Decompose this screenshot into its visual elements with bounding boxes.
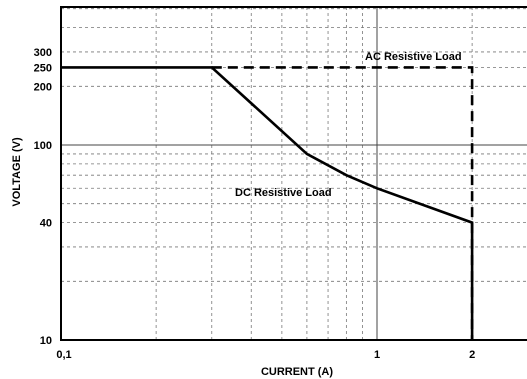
y-tick-label: 250 — [34, 62, 52, 74]
series-line-dc-resistive-load — [61, 66, 474, 340]
y-axis-title: VOLTAGE (V) — [11, 137, 23, 207]
x-tick-label: 0,1 — [56, 349, 71, 361]
y-tick-labels: 10 40 100 200 250 300 — [34, 47, 52, 347]
y-tick-label: 40 — [40, 218, 52, 230]
x-tick-label: 1 — [374, 349, 380, 361]
y-tick-label: 300 — [34, 47, 52, 59]
x-tick-labels: 0,1 1 2 — [56, 349, 475, 361]
y-tick-label: 200 — [34, 81, 52, 93]
plot-frame — [60, 6, 527, 341]
series-layer — [61, 66, 474, 340]
ac-resistive-load-annotation: AC Resistive Load — [365, 51, 462, 63]
x-axis-title: CURRENT (A) — [261, 366, 333, 378]
y-tick-label: 10 — [40, 335, 52, 347]
x-tick-label: 2 — [469, 349, 475, 361]
y-tick-label: 100 — [34, 140, 52, 152]
grid — [61, 7, 527, 340]
dc-resistive-load-annotation: DC Resistive Load — [235, 187, 332, 199]
series-line-ac-resistive-load — [211, 66, 474, 340]
